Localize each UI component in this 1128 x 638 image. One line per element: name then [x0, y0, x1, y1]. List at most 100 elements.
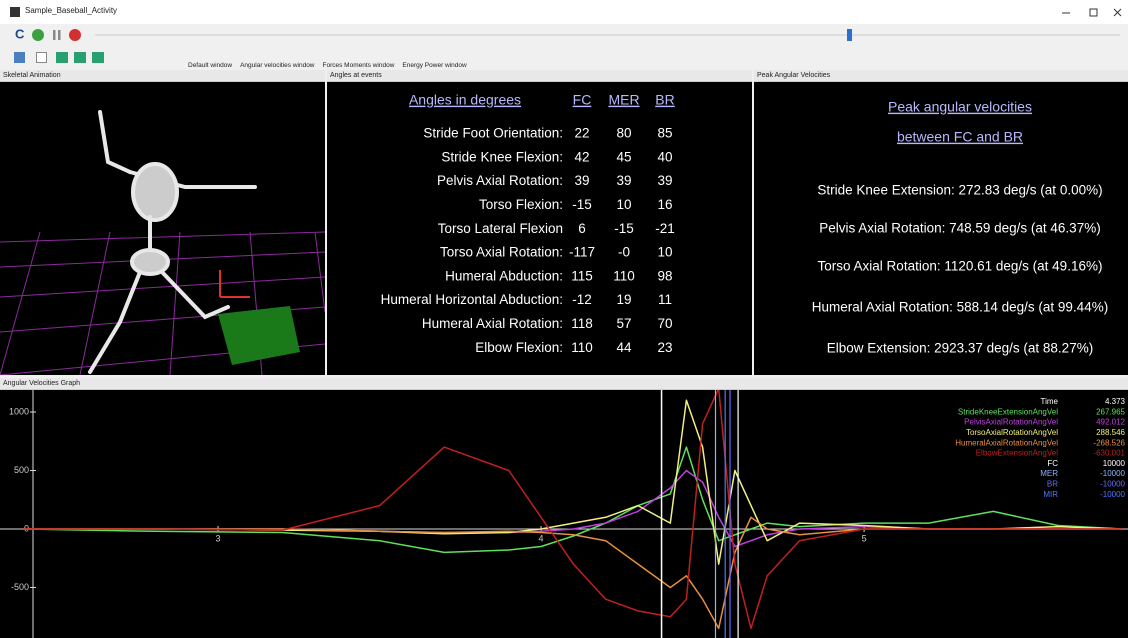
y-tick-label: -500 [11, 582, 29, 592]
y-tick-label: 1000 [9, 406, 29, 416]
cell: 70 [657, 316, 672, 331]
row-label: Torso Axial Rotation: [440, 245, 563, 260]
stop-button[interactable] [69, 29, 81, 41]
legend-name: FC [1047, 459, 1058, 468]
window-controls[interactable] [1050, 0, 1128, 24]
row-label: Elbow Flexion: [475, 340, 563, 355]
panel-header: Peak Angular Velocities [754, 70, 1128, 82]
legend-name: Time [1041, 397, 1059, 406]
cell: 110 [613, 268, 635, 283]
cell: 110 [571, 340, 593, 355]
pause-button[interactable] [58, 30, 61, 40]
velocity-line [24, 516, 1123, 630]
panel-title: Angular Velocities Graph [3, 380, 81, 387]
cell: 39 [574, 173, 589, 188]
save-icon[interactable] [14, 52, 25, 63]
panel-title: Skeletal Animation [3, 72, 61, 79]
graph-icon[interactable] [92, 52, 104, 63]
velocity-line [24, 390, 1123, 630]
x-tick-label: 5 [862, 533, 867, 543]
legend-name: StrideKneeExtensionAngVel [958, 407, 1058, 416]
maximize[interactable] [1089, 8, 1098, 17]
window-button[interactable]: Angular velocities window [240, 62, 315, 69]
window-button[interactable]: Energy Power window [402, 62, 467, 69]
cell: -15 [614, 221, 634, 236]
velocity-line [24, 399, 1123, 565]
column-header: MER [608, 92, 639, 108]
cell: 115 [571, 268, 593, 283]
close[interactable] [1113, 8, 1122, 17]
cell: -15 [572, 197, 592, 212]
legend-name: BR [1047, 480, 1058, 489]
row-label: Humeral Horizontal Abduction: [381, 292, 563, 307]
force-plate [218, 306, 300, 365]
cell: 44 [616, 340, 632, 355]
legend-name: PelvisAxialRotationAngVel [964, 418, 1058, 427]
row-label: Stride Foot Orientation: [423, 126, 563, 141]
graph-icon[interactable] [56, 52, 68, 63]
window-title: Sample_Baseball_Activity [25, 6, 118, 15]
cell: 45 [616, 149, 631, 164]
row-label: Humeral Axial Rotation: [422, 316, 563, 331]
cell: 80 [616, 126, 631, 141]
row-label: Torso Lateral Flexion [438, 221, 563, 236]
pause-button[interactable] [53, 30, 56, 40]
cell: 118 [571, 316, 593, 331]
legend-value: 4.373 [1105, 397, 1126, 406]
cell: 19 [616, 292, 631, 307]
row-label: Pelvis Axial Rotation: [437, 173, 563, 188]
window-button[interactable]: Forces Moments window [322, 62, 395, 69]
legend-value: 10000 [1103, 459, 1126, 468]
x-tick-label: 4 [539, 533, 544, 543]
cell: 39 [616, 173, 631, 188]
velocity-line [24, 446, 1123, 554]
x-tick-label: 3 [216, 533, 221, 543]
row-label: Humeral Abduction: [445, 268, 563, 283]
cell: -12 [572, 292, 592, 307]
peak-item: Stride Knee Extension: 272.83 deg/s (at … [817, 183, 1102, 198]
cell: 40 [657, 149, 672, 164]
open-icon[interactable] [36, 52, 47, 63]
cell: 11 [658, 292, 672, 307]
legend-value: -10000 [1100, 469, 1125, 478]
cell: 42 [574, 149, 589, 164]
row-label: Stride Knee Flexion: [441, 149, 563, 164]
panel-title: Peak Angular Velocities [757, 72, 831, 79]
cell: 98 [657, 268, 672, 283]
legend-value: -10000 [1100, 480, 1125, 489]
cell: 23 [657, 340, 672, 355]
legend-name: MER [1040, 469, 1058, 478]
cell: 10 [616, 197, 631, 212]
peak-item: Torso Axial Rotation: 1120.61 deg/s (at … [818, 259, 1103, 274]
graph-icon[interactable] [74, 52, 86, 63]
window-buttons: Default window Angular velocities window F… [188, 54, 475, 72]
play-button[interactable] [32, 29, 44, 41]
cell: 39 [657, 173, 672, 188]
panel-header: Angular Velocities Graph [0, 378, 1128, 390]
window-button[interactable]: Default window [188, 62, 233, 69]
title-bar: Sample_Baseball_Activity [0, 0, 1128, 24]
legend-value: -10000 [1100, 490, 1125, 499]
cell: -21 [655, 221, 675, 236]
peak-heading: between FC and BR [897, 129, 1023, 145]
legend-value: -630.001 [1093, 449, 1125, 458]
panel-header: Angles at events [327, 70, 752, 82]
skeleton [88, 110, 257, 374]
panel-header: Skeletal Animation [0, 70, 325, 82]
timeline-slider[interactable] [847, 29, 852, 41]
cell: 6 [578, 221, 586, 236]
legend-name: ElbowExtensionAngVel [976, 449, 1059, 458]
legend-value: 288.546 [1096, 428, 1125, 437]
cell: 85 [657, 126, 672, 141]
app-icon [10, 7, 20, 17]
cell: 16 [657, 197, 672, 212]
peak-heading: Peak angular velocities [888, 99, 1032, 115]
angles-table: Angles in degrees FC MER BR Stride Foot Orie… [327, 82, 752, 375]
cell: -0 [618, 245, 630, 260]
peak-item: Humeral Axial Rotation: 588.14 deg/s (at… [812, 300, 1108, 315]
legend-name: TorsoAxialRotationAngVel [966, 428, 1058, 437]
replay-icon[interactable]: C [15, 26, 25, 41]
cell: 57 [616, 316, 631, 331]
